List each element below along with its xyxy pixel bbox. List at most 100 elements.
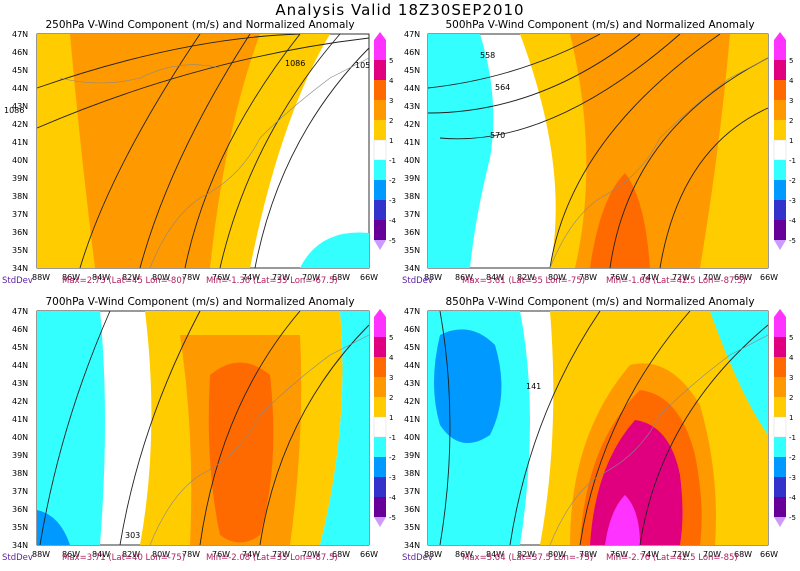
svg-text:-1: -1 [389, 157, 396, 165]
svg-text:78W: 78W [579, 273, 597, 282]
svg-text:76W: 76W [212, 273, 230, 282]
svg-text:46N: 46N [404, 48, 420, 57]
height-contours [39, 310, 370, 546]
svg-text:42N: 42N [12, 397, 28, 406]
svg-text:43N: 43N [12, 102, 28, 111]
svg-text:88W: 88W [32, 273, 50, 282]
panel-title: 500hPa V-Wind Component (m/s) and Normal… [445, 19, 755, 31]
svg-text:45N: 45N [404, 66, 420, 75]
stddev-label: StdDev [402, 276, 433, 286]
svg-text:80W: 80W [152, 550, 170, 559]
svg-text:74W: 74W [641, 273, 659, 282]
svg-text:34N: 34N [12, 264, 28, 273]
coastline [549, 57, 769, 269]
svg-text:44N: 44N [12, 84, 28, 93]
svg-text:-4: -4 [789, 217, 797, 225]
coastline [149, 334, 370, 546]
panel-850hpa: 850hPa V-Wind Component (m/s) and Normal… [400, 295, 800, 570]
svg-text:72W: 72W [272, 273, 290, 282]
max-label: Max=3.71 (Lat=40 Lon=-75) [62, 553, 186, 563]
svg-text:-5: -5 [789, 514, 796, 522]
svg-text:34N: 34N [12, 541, 28, 550]
colorbar: 5 4 3 2 1 -1 -2 -3 -4 -5 [773, 309, 797, 527]
svg-text:78W: 78W [579, 550, 597, 559]
svg-text:36N: 36N [404, 228, 420, 237]
svg-text:47N: 47N [404, 30, 420, 39]
svg-text:72W: 72W [672, 550, 690, 559]
svg-text:-2: -2 [789, 177, 796, 185]
coastline [59, 57, 370, 269]
svg-text:1: 1 [389, 137, 393, 145]
svg-text:37N: 37N [404, 210, 420, 219]
svg-text:-3: -3 [389, 197, 396, 205]
svg-text:72W: 72W [272, 550, 290, 559]
svg-text:39N: 39N [404, 174, 420, 183]
svg-text:42N: 42N [404, 397, 420, 406]
svg-text:68W: 68W [332, 550, 350, 559]
svg-text:2: 2 [789, 394, 793, 402]
svg-text:44N: 44N [404, 361, 420, 370]
svg-text:35N: 35N [12, 523, 28, 532]
map-850hpa: 141 47N 46N 45N 44N 43N 42N 41N 40N 39N … [404, 307, 797, 559]
svg-text:46N: 46N [12, 48, 28, 57]
max-label: Max=5.04 (Lat=37.5 Lon=-75) [462, 553, 594, 563]
lon-axis: 88W 86W 84W 82W 80W 78W 76W 74W 72W 70W … [32, 550, 378, 559]
map-250hpa: 1086 1086 105 47N 46N 45N 44N 43N 42N 41… [4, 30, 397, 282]
svg-text:84W: 84W [92, 550, 110, 559]
svg-text:36N: 36N [12, 228, 28, 237]
svg-text:2: 2 [789, 117, 793, 125]
svg-text:46N: 46N [12, 325, 28, 334]
svg-text:70W: 70W [302, 550, 320, 559]
svg-text:78W: 78W [182, 550, 200, 559]
svg-text:88W: 88W [32, 550, 50, 559]
panel-500hpa: 500hPa V-Wind Component (m/s) and Normal… [400, 18, 800, 293]
svg-text:76W: 76W [610, 273, 628, 282]
svg-text:70W: 70W [302, 273, 320, 282]
svg-text:86W: 86W [62, 273, 80, 282]
stddev-label: StdDev [2, 276, 33, 286]
svg-text:4: 4 [789, 354, 794, 362]
stddev-label: StdDev [2, 553, 33, 563]
svg-text:86W: 86W [62, 550, 80, 559]
svg-text:68W: 68W [734, 273, 752, 282]
contour-label: 1086 [4, 106, 24, 115]
svg-text:-3: -3 [789, 197, 796, 205]
svg-text:70W: 70W [703, 273, 721, 282]
svg-text:35N: 35N [12, 246, 28, 255]
svg-text:39N: 39N [12, 451, 28, 460]
svg-text:47N: 47N [12, 30, 28, 39]
max-label: Max=3.61 (Lat=35 Lon=-75) [462, 276, 586, 286]
svg-text:40N: 40N [12, 433, 28, 442]
svg-text:37N: 37N [12, 487, 28, 496]
svg-text:40N: 40N [404, 433, 420, 442]
min-label: Min=-1.68 (Lat=42.5 Lon=-87.5) [606, 276, 746, 286]
svg-text:-2: -2 [389, 177, 396, 185]
svg-text:76W: 76W [610, 550, 628, 559]
svg-text:-3: -3 [389, 474, 396, 482]
svg-text:36N: 36N [12, 505, 28, 514]
anomaly-fill [37, 311, 369, 545]
svg-text:66W: 66W [760, 273, 778, 282]
svg-text:-5: -5 [789, 237, 796, 245]
svg-text:1: 1 [789, 137, 793, 145]
svg-text:-2: -2 [789, 454, 796, 462]
svg-text:86W: 86W [455, 550, 473, 559]
svg-text:3: 3 [789, 374, 793, 382]
svg-text:80W: 80W [548, 550, 566, 559]
svg-text:3: 3 [789, 97, 793, 105]
svg-text:34N: 34N [404, 541, 420, 550]
lon-axis: 88W 86W 84W 82W 80W 78W 76W 74W 72W 70W … [32, 273, 378, 282]
svg-text:5: 5 [389, 334, 393, 342]
anomaly-fill [428, 34, 768, 268]
height-contours [427, 33, 769, 269]
lat-axis: 47N 46N 45N 44N 43N 42N 41N 40N 39N 38N … [12, 307, 28, 550]
svg-text:43N: 43N [404, 379, 420, 388]
svg-text:42N: 42N [12, 120, 28, 129]
coastline [549, 334, 769, 546]
svg-text:4: 4 [389, 354, 394, 362]
contour-label: 558 [480, 51, 495, 60]
contour-label: 570 [490, 131, 505, 140]
svg-text:47N: 47N [404, 307, 420, 316]
svg-text:-4: -4 [789, 494, 797, 502]
svg-text:39N: 39N [404, 451, 420, 460]
